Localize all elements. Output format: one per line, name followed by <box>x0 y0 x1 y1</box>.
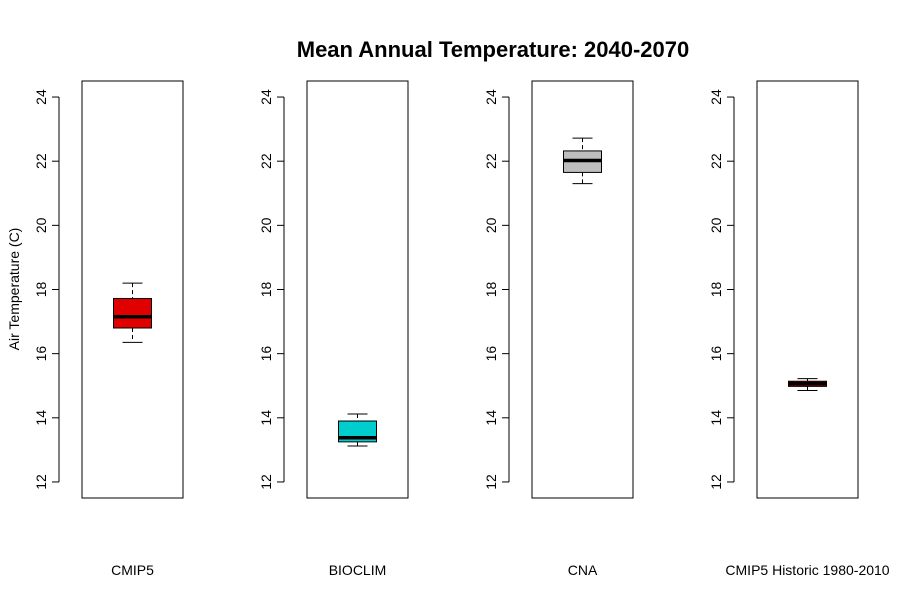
y-axis-label: Air Temperature (C) <box>6 228 22 351</box>
y-tick-label: 14 <box>33 410 49 426</box>
y-tick-label: 16 <box>258 346 274 362</box>
panels-group: 12 14 16 18 20 22 24 CMIP5 12 14 16 18 20 22 24 BIOCLIM… <box>33 80 890 578</box>
y-tick-label: 24 <box>33 89 49 105</box>
y-tick-label: 12 <box>708 474 724 490</box>
y-tick-label: 12 <box>33 474 49 490</box>
category-label: CNA <box>568 562 598 578</box>
y-tick-label: 14 <box>258 410 274 426</box>
y-tick-label: 24 <box>483 89 499 105</box>
y-tick-label: 12 <box>483 474 499 490</box>
y-tick-label: 22 <box>33 153 49 169</box>
box <box>113 297 152 329</box>
y-tick-label: 22 <box>483 153 499 169</box>
y-tick-label: 12 <box>258 474 274 490</box>
y-tick-label: 24 <box>258 89 274 105</box>
y-tick-label: 22 <box>708 153 724 169</box>
y-tick-label: 20 <box>258 217 274 233</box>
y-tick-label: 16 <box>708 346 724 362</box>
panel-frame <box>531 80 634 499</box>
y-tick-label: 16 <box>483 346 499 362</box>
chart-title: Mean Annual Temperature: 2040-2070 <box>297 37 689 62</box>
y-tick-label: 18 <box>483 282 499 298</box>
category-label: BIOCLIM <box>329 562 387 578</box>
y-tick-label: 18 <box>33 282 49 298</box>
panel-frame <box>306 80 409 499</box>
y-tick-label: 24 <box>708 89 724 105</box>
category-label: CMIP5 Historic 1980-2010 <box>725 562 889 578</box>
y-tick-label: 16 <box>33 346 49 362</box>
category-label: CMIP5 <box>111 562 154 578</box>
y-tick-label: 20 <box>33 217 49 233</box>
panel-frame <box>81 80 184 499</box>
y-tick-label: 20 <box>483 217 499 233</box>
y-tick-label: 22 <box>258 153 274 169</box>
y-tick-label: 18 <box>708 282 724 298</box>
y-tick-label: 14 <box>483 410 499 426</box>
y-tick-label: 20 <box>708 217 724 233</box>
panel-frame <box>756 80 859 499</box>
y-tick-label: 14 <box>708 410 724 426</box>
y-tick-label: 18 <box>258 282 274 298</box>
